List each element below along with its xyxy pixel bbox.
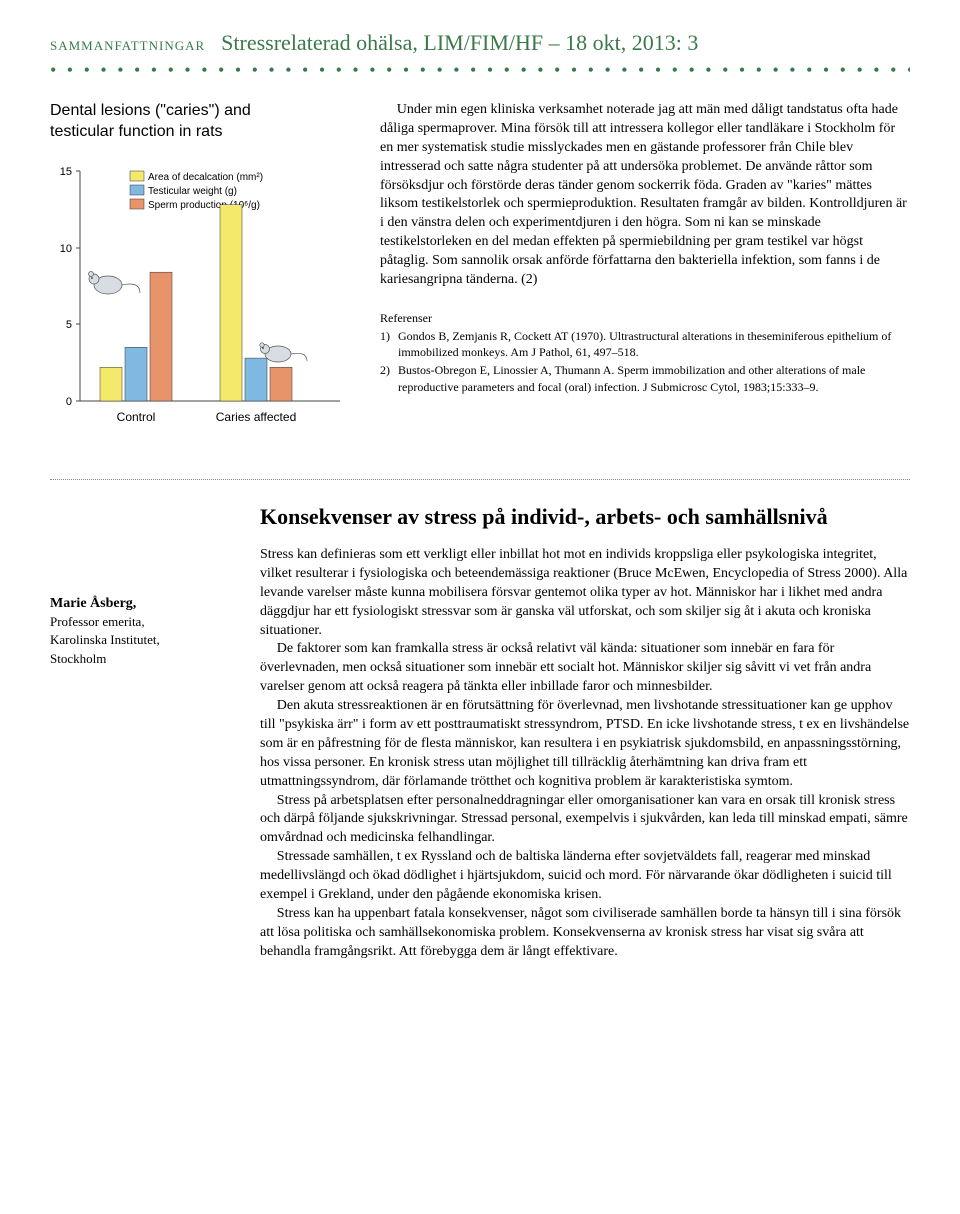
header-title: Stressrelaterad ohälsa, LIM/FIM/HF – 18 … [221,30,698,56]
bar-chart: 0 5 10 15 Area of decalcation (mm²) Test… [50,151,350,451]
upper-text-column: Under min egen kliniska verksamhet noter… [380,101,910,451]
legend-2: Sperm production (10⁶/g) [148,200,260,211]
chart-title: Dental lesions ("caries") and testicular… [50,101,350,143]
xlabel-caries: Caries affected [216,410,297,424]
references-heading: Referenser [380,310,910,326]
upper-section: Dental lesions ("caries") and testicular… [50,101,910,451]
header-title-light: LIM/FIM/HF – 18 okt, 2013: 3 [418,30,699,55]
header-title-bold: Stressrelaterad ohälsa, [221,30,418,55]
section-p4: Stressade samhällen, t ex Ryssland och d… [260,848,910,905]
header-row: SAMMANFATTNINGAR Stressrelaterad ohälsa,… [50,30,910,56]
author-line-0: Professor emerita, [50,613,230,631]
section-separator [50,479,910,480]
ytick-10: 10 [60,243,72,255]
reference-1-num: 1) [380,328,398,360]
chart-title-line1: Dental lesions ("caries") and [50,102,251,119]
section-p2: Den akuta stressreaktionen är en förutsä… [260,697,910,791]
reference-2-text: Bustos-Obregon E, Linossier A, Thumann A… [398,362,910,394]
page: SAMMANFATTNINGAR Stressrelaterad ohälsa,… [0,0,960,1002]
ytick-5: 5 [66,319,72,331]
chart-legend: Area of decalcation (mm²) Testicular wei… [130,171,263,211]
references: Referenser 1) Gondos B, Zemjanis R, Cock… [380,310,910,395]
reference-1-text: Gondos B, Zemjanis R, Cockett AT (1970).… [398,328,910,360]
upper-paragraph: Under min egen kliniska verksamhet noter… [380,101,910,290]
author-line-2: Stockholm [50,650,230,668]
main-column: Konsekvenser av stress på individ-, arbe… [260,504,910,962]
reference-2: 2) Bustos-Obregon E, Linossier A, Thuman… [380,362,910,394]
reference-1: 1) Gondos B, Zemjanis R, Cockett AT (197… [380,328,910,360]
author-column: Marie Åsberg, Professor emerita, Karolin… [50,504,230,962]
section-p5: Stress kan ha uppenbart fatala konsekven… [260,905,910,962]
legend-0: Area of decalcation (mm²) [148,172,263,183]
ytick-15: 15 [60,166,72,178]
lower-section: Marie Åsberg, Professor emerita, Karolin… [50,504,910,962]
section-p3: Stress på arbetsplatsen efter personalne… [260,792,910,849]
ytick-0: 0 [66,396,72,408]
section-p1: De faktorer som kan framkalla stress är … [260,640,910,697]
rat-icon-control [89,271,141,294]
bars-caries [220,204,292,400]
header-dotline: • • • • • • • • • • • • • • • • • • • • … [50,60,910,81]
chart-title-line2: testicular function in rats [50,123,223,140]
section-title: Konsekvenser av stress på individ-, arbe… [260,504,910,530]
chart-column: Dental lesions ("caries") and testicular… [50,101,350,451]
author-line-1: Karolinska Institutet, [50,631,230,649]
section-p0: Stress kan definieras som ett verkligt e… [260,546,910,640]
reference-2-num: 2) [380,362,398,394]
author-name: Marie Åsberg, [50,594,230,614]
header-category: SAMMANFATTNINGAR [50,38,205,54]
xlabel-control: Control [117,410,156,424]
legend-1: Testicular weight (g) [148,186,237,197]
